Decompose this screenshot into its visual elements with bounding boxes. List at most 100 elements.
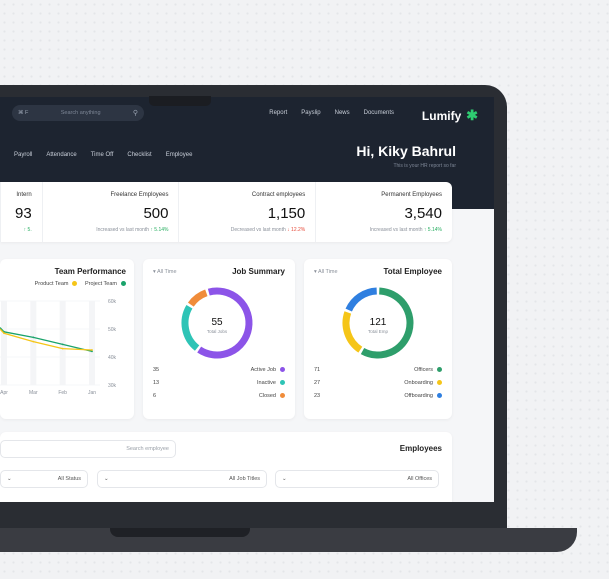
y-tick-label: 50k [108,327,117,333]
data-point [61,347,64,350]
tab-payroll[interactable]: Payroll [14,152,33,158]
change-percent: ↑ 5.14% [423,227,442,233]
job-summary-card: Job Summary ▾ All Time 55 Total Jobs 35 A… [143,259,295,419]
tab-employee[interactable]: Employee [165,152,193,158]
y-tick-label: 30k [108,383,117,389]
app-logo[interactable]: Lumify ✱ [422,107,478,124]
x-tick-label: Feb [58,390,67,396]
stat-label: Intern [16,192,32,198]
column-band [59,301,66,385]
search-input[interactable]: ⌘ F Search anything ⚲ [12,105,144,121]
x-tick-label: Jan [88,390,96,396]
app-name: Lumify [421,108,462,123]
legend-item-closed: 6 Closed [153,393,285,399]
menu-item-payslip[interactable]: Payslip [301,110,321,116]
logo-star-icon: ✱ [466,107,478,123]
column-band [30,301,37,385]
stat-freelance: Freelance Employees 500 Increased vs las… [41,182,179,242]
x-tick-label: Apr [0,390,8,396]
legend-dot [437,380,442,386]
stat-intern: Intern 93 ↑ 5. [0,182,42,242]
stat-change: Decreased vs last month ↓ 12.2% [231,227,306,233]
donut-slice-inactive [181,304,200,351]
office-select[interactable]: ⌄ All Offices [275,470,439,488]
legend-value: 6 [153,393,157,399]
change-percent: ↓ 12.2% [287,227,306,233]
app-screen: ⌘ F Search anything ⚲ Report Payslip New… [0,97,494,502]
search-placeholder: Search employee [126,446,169,452]
legend-value: 35 [153,367,160,373]
legend-label: Offboarding [404,393,433,399]
tab-time-off[interactable]: Time Off [90,152,114,158]
legend-item-active-job: 35 Active Job [153,367,285,373]
laptop-base-lip [110,528,250,537]
legend-label: Project Team [85,281,117,287]
legend-label: Onboarding [404,380,433,386]
donut-center-label: Total Emp [368,329,389,334]
top-menu: Report Payslip News Documents [269,110,394,116]
menu-item-news[interactable]: News [334,110,350,116]
camera-notch [149,96,211,106]
team-performance-card: Team Performance Product Team Project Te… [0,259,134,419]
page-subtitle: This is your HR report so far [393,163,456,169]
card-title: Job Summary [232,267,285,276]
search-placeholder: Search anything [60,110,101,116]
stat-label: Contract employees [251,192,306,198]
status-select[interactable]: ⌄ All Status [0,470,88,488]
menu-item-report[interactable]: Report [269,110,288,116]
legend-label: Officers [414,367,433,373]
data-point [32,340,35,343]
legend-value: 23 [314,393,321,399]
stat-contract: Contract employees 1,150 Decreased vs la… [178,182,315,242]
legend-dot [280,367,285,373]
change-note: Decreased vs last month [230,227,286,233]
card-title: Employees [399,444,442,453]
chevron-down-icon: ⌄ [282,476,287,482]
column-band [1,301,7,385]
menu-item-documents[interactable]: Documents [363,110,394,116]
stat-value: 1,150 [267,205,306,222]
time-filter[interactable]: ▾ All Time [314,269,338,275]
tab-checklist[interactable]: Checklist [127,152,152,158]
stats-strip: Intern 93 ↑ 5. Freelance Employees 500 I… [0,182,452,242]
stat-label: Permanent Employees [381,192,442,198]
legend-dot [437,367,442,373]
time-filter[interactable]: ▾ All Time [153,269,177,275]
data-point [3,332,5,335]
legend-value: 71 [314,367,321,373]
legend-item-onboarding: 27 Onboarding [314,380,442,386]
total-employee-card: Total Employee ▾ All Time 121 Total Emp 7… [304,259,452,419]
stat-change: Increased vs last month ↑ 5.14% [96,227,168,233]
chevron-down-icon: ⌄ [104,476,109,482]
x-tick-label: Mar [29,390,38,396]
legend-dot [121,281,126,287]
employee-search-input[interactable]: Search employee [0,440,176,458]
team-performance-chart: 30k 40k 50k 60k Jan Feb Mar Apr [0,299,117,396]
select-value: All Job Titles [229,476,260,482]
donut-slice-officers [360,287,414,359]
change-percent: ↑ 5. [23,227,32,233]
data-point [61,343,64,346]
column-band [89,301,95,385]
tab-attendance[interactable]: Attendance [46,152,77,158]
legend-label: Product Team [34,281,69,287]
legend-label: Inactive [257,380,276,386]
legend-item-officers: 71 Officers [314,367,442,373]
donut-slice-onboarding [342,311,363,353]
stat-value: 3,540 [404,205,442,222]
donut-center-value: 55 [211,317,223,328]
chevron-down-icon: ⌄ [7,476,12,482]
shortcut-hint: ⌘ F [18,110,29,116]
stat-change: ↑ 5. [24,227,32,233]
laptop-base [0,528,577,552]
select-value: All Offices [407,476,432,482]
stat-permanent: Permanent Employees 3,540 Increased vs l… [315,182,452,242]
legend-dot [280,380,285,386]
donut-slice-active-job [197,287,253,359]
job-title-select[interactable]: ⌄ All Job Titles [97,470,267,488]
donut-center-value: 121 [370,317,387,328]
series-line-project-team [0,327,93,353]
card-title: Team Performance [54,267,126,276]
legend-value: 13 [153,380,160,386]
